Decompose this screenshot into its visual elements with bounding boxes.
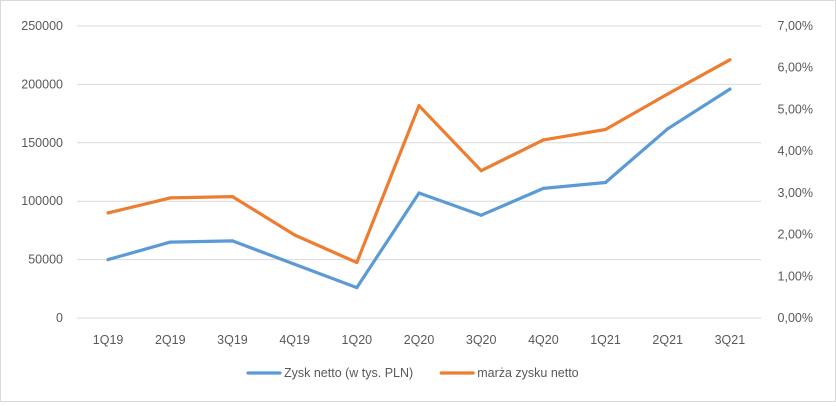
x-tick-label: 3Q21 [715,333,746,347]
x-tick-label: 2Q19 [155,333,186,347]
y-right-tick-label: 0,00% [778,311,813,325]
data-point [293,233,297,237]
series-line-1 [106,87,732,290]
data-point [355,286,359,290]
x-tick-label: 1Q20 [342,333,373,347]
legend-label: marża zysku netto [477,366,578,380]
data-point [230,239,235,243]
data-point [168,196,172,200]
y-left-tick-label: 50000 [28,253,63,267]
x-tick-label: 2Q20 [404,333,435,347]
y-left-tick-label: 200000 [21,77,63,91]
y-right-tick-label: 7,00% [778,19,813,33]
data-point [355,260,359,265]
y-left-tick-label: 250000 [21,19,63,33]
y-right-tick-label: 6,00% [778,61,813,75]
y-left-tick-label: 0 [56,311,63,325]
data-point [603,127,608,132]
x-tick-label: 1Q21 [590,333,621,347]
data-point [293,262,297,266]
y-left-tick-label: 150000 [21,136,63,150]
y-left-tick-label: 100000 [21,194,63,208]
data-point [541,138,545,142]
y-right-tick-label: 4,00% [778,144,813,158]
data-point [230,195,235,199]
x-tick-label: 4Q20 [528,333,559,347]
data-point [479,169,483,173]
x-tick-label: 2Q21 [652,333,683,347]
data-point [666,92,670,96]
data-point [541,186,545,190]
x-tick-label: 3Q19 [217,333,248,347]
x-tick-label: 4Q19 [279,333,310,347]
data-point [168,240,172,244]
data-point [106,211,110,215]
y-right-tick-label: 1,00% [778,269,813,283]
series-line-2 [106,58,732,265]
x-tick-label: 1Q19 [93,333,124,347]
data-point [728,87,732,91]
data-point [417,104,421,108]
data-point [106,258,110,262]
legend-label: Zysk netto (w tys. PLN) [284,366,413,380]
data-point [728,58,732,62]
y-right-tick-label: 5,00% [778,102,813,116]
data-point [666,127,670,131]
y-right-tick-label: 2,00% [778,228,813,242]
y-right-tick-label: 3,00% [778,186,813,200]
x-tick-label: 3Q20 [466,333,497,347]
data-point [603,180,608,185]
data-point [417,191,421,195]
data-point [479,213,483,217]
